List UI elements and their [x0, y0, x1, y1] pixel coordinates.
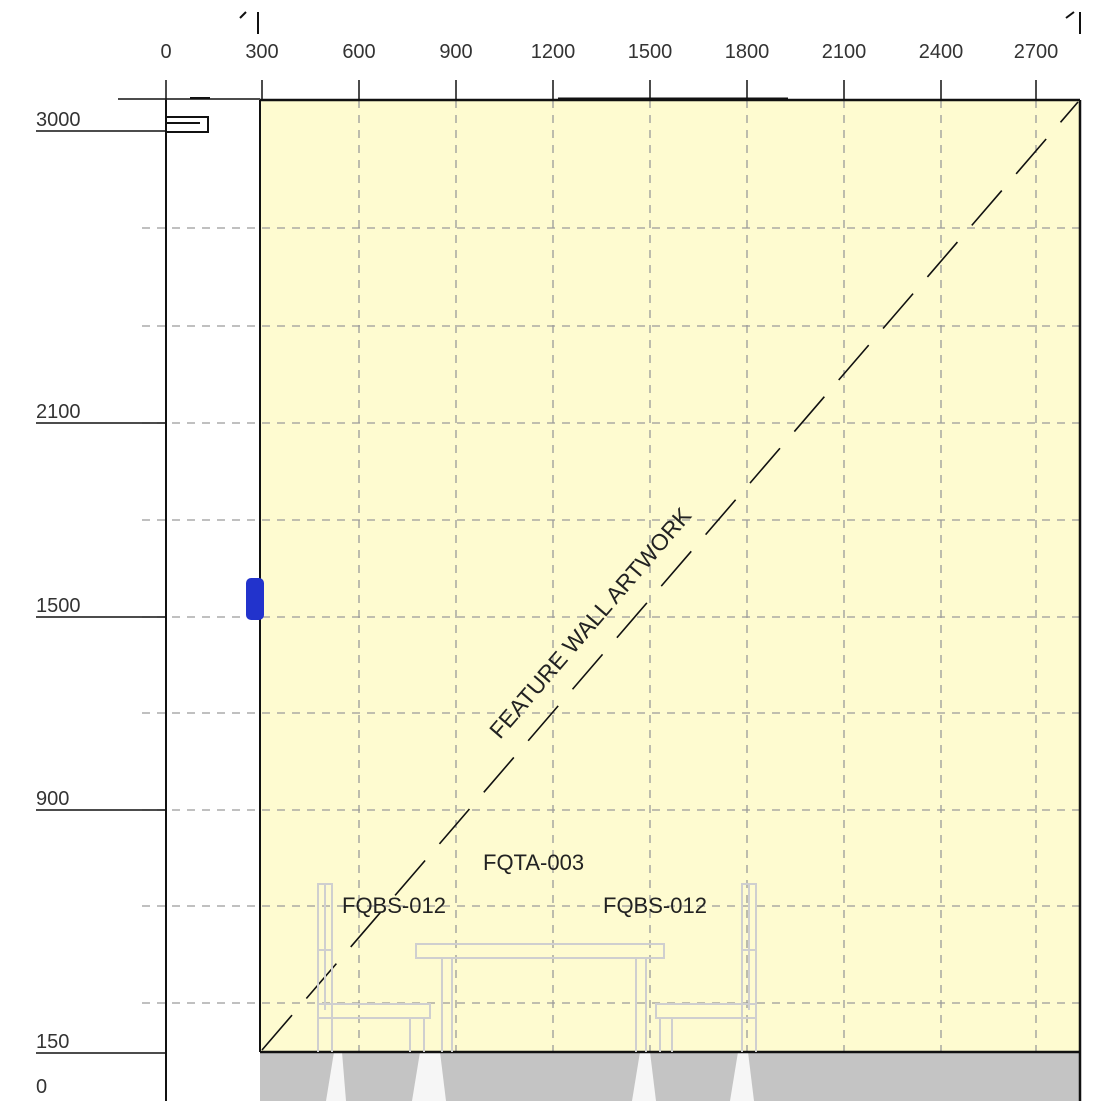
x-axis-ticks — [165, 80, 1037, 100]
blue-handle-icon[interactable] — [246, 578, 264, 620]
bench-left-tag-label: FQBS-012 — [342, 893, 446, 918]
x-tick-label: 900 — [439, 41, 472, 63]
grid — [142, 100, 1080, 1101]
floor-slab — [260, 1052, 1080, 1101]
table-outline — [415, 943, 665, 1052]
x-axis-labels: 0 300 600 900 1200 1500 1800 2100 2400 2… — [160, 41, 1058, 63]
y-axis-leaders — [36, 130, 166, 1054]
x-tick-label: 1500 — [628, 41, 673, 63]
bench-right-tag-label: FQBS-012 — [603, 893, 707, 918]
x-tick-label: 0 — [160, 41, 171, 63]
x-tick-label: 2700 — [1014, 41, 1059, 63]
floor-highlights — [326, 1052, 754, 1101]
bench-left-outline — [317, 883, 431, 1052]
x-tick-label: 600 — [342, 41, 375, 63]
x-tick-label: 2400 — [919, 41, 964, 63]
wall-outline — [118, 97, 1082, 1101]
x-tick-label: 1200 — [531, 41, 576, 63]
bracket-icon — [166, 97, 210, 133]
y-tick-label: 3000 — [36, 109, 81, 131]
ruler-corner-marks — [239, 11, 1081, 34]
x-tick-label: 1800 — [725, 41, 770, 63]
x-tick-label: 2100 — [822, 41, 867, 63]
y-tick-label: 1500 — [36, 595, 81, 617]
artwork-diagonal-line — [261, 101, 1079, 1051]
y-tick-label: 900 — [36, 788, 69, 810]
y-tick-label: 0 — [36, 1076, 47, 1098]
y-axis-labels: 3000 2100 1500 900 150 0 — [36, 109, 81, 1098]
y-tick-label: 2100 — [36, 401, 81, 423]
furniture — [317, 883, 757, 1052]
table-tag-label: FQTA-003 — [483, 850, 584, 875]
bench-right-outline — [655, 883, 757, 1052]
x-tick-label: 300 — [245, 41, 278, 63]
y-tick-label: 150 — [36, 1031, 69, 1053]
